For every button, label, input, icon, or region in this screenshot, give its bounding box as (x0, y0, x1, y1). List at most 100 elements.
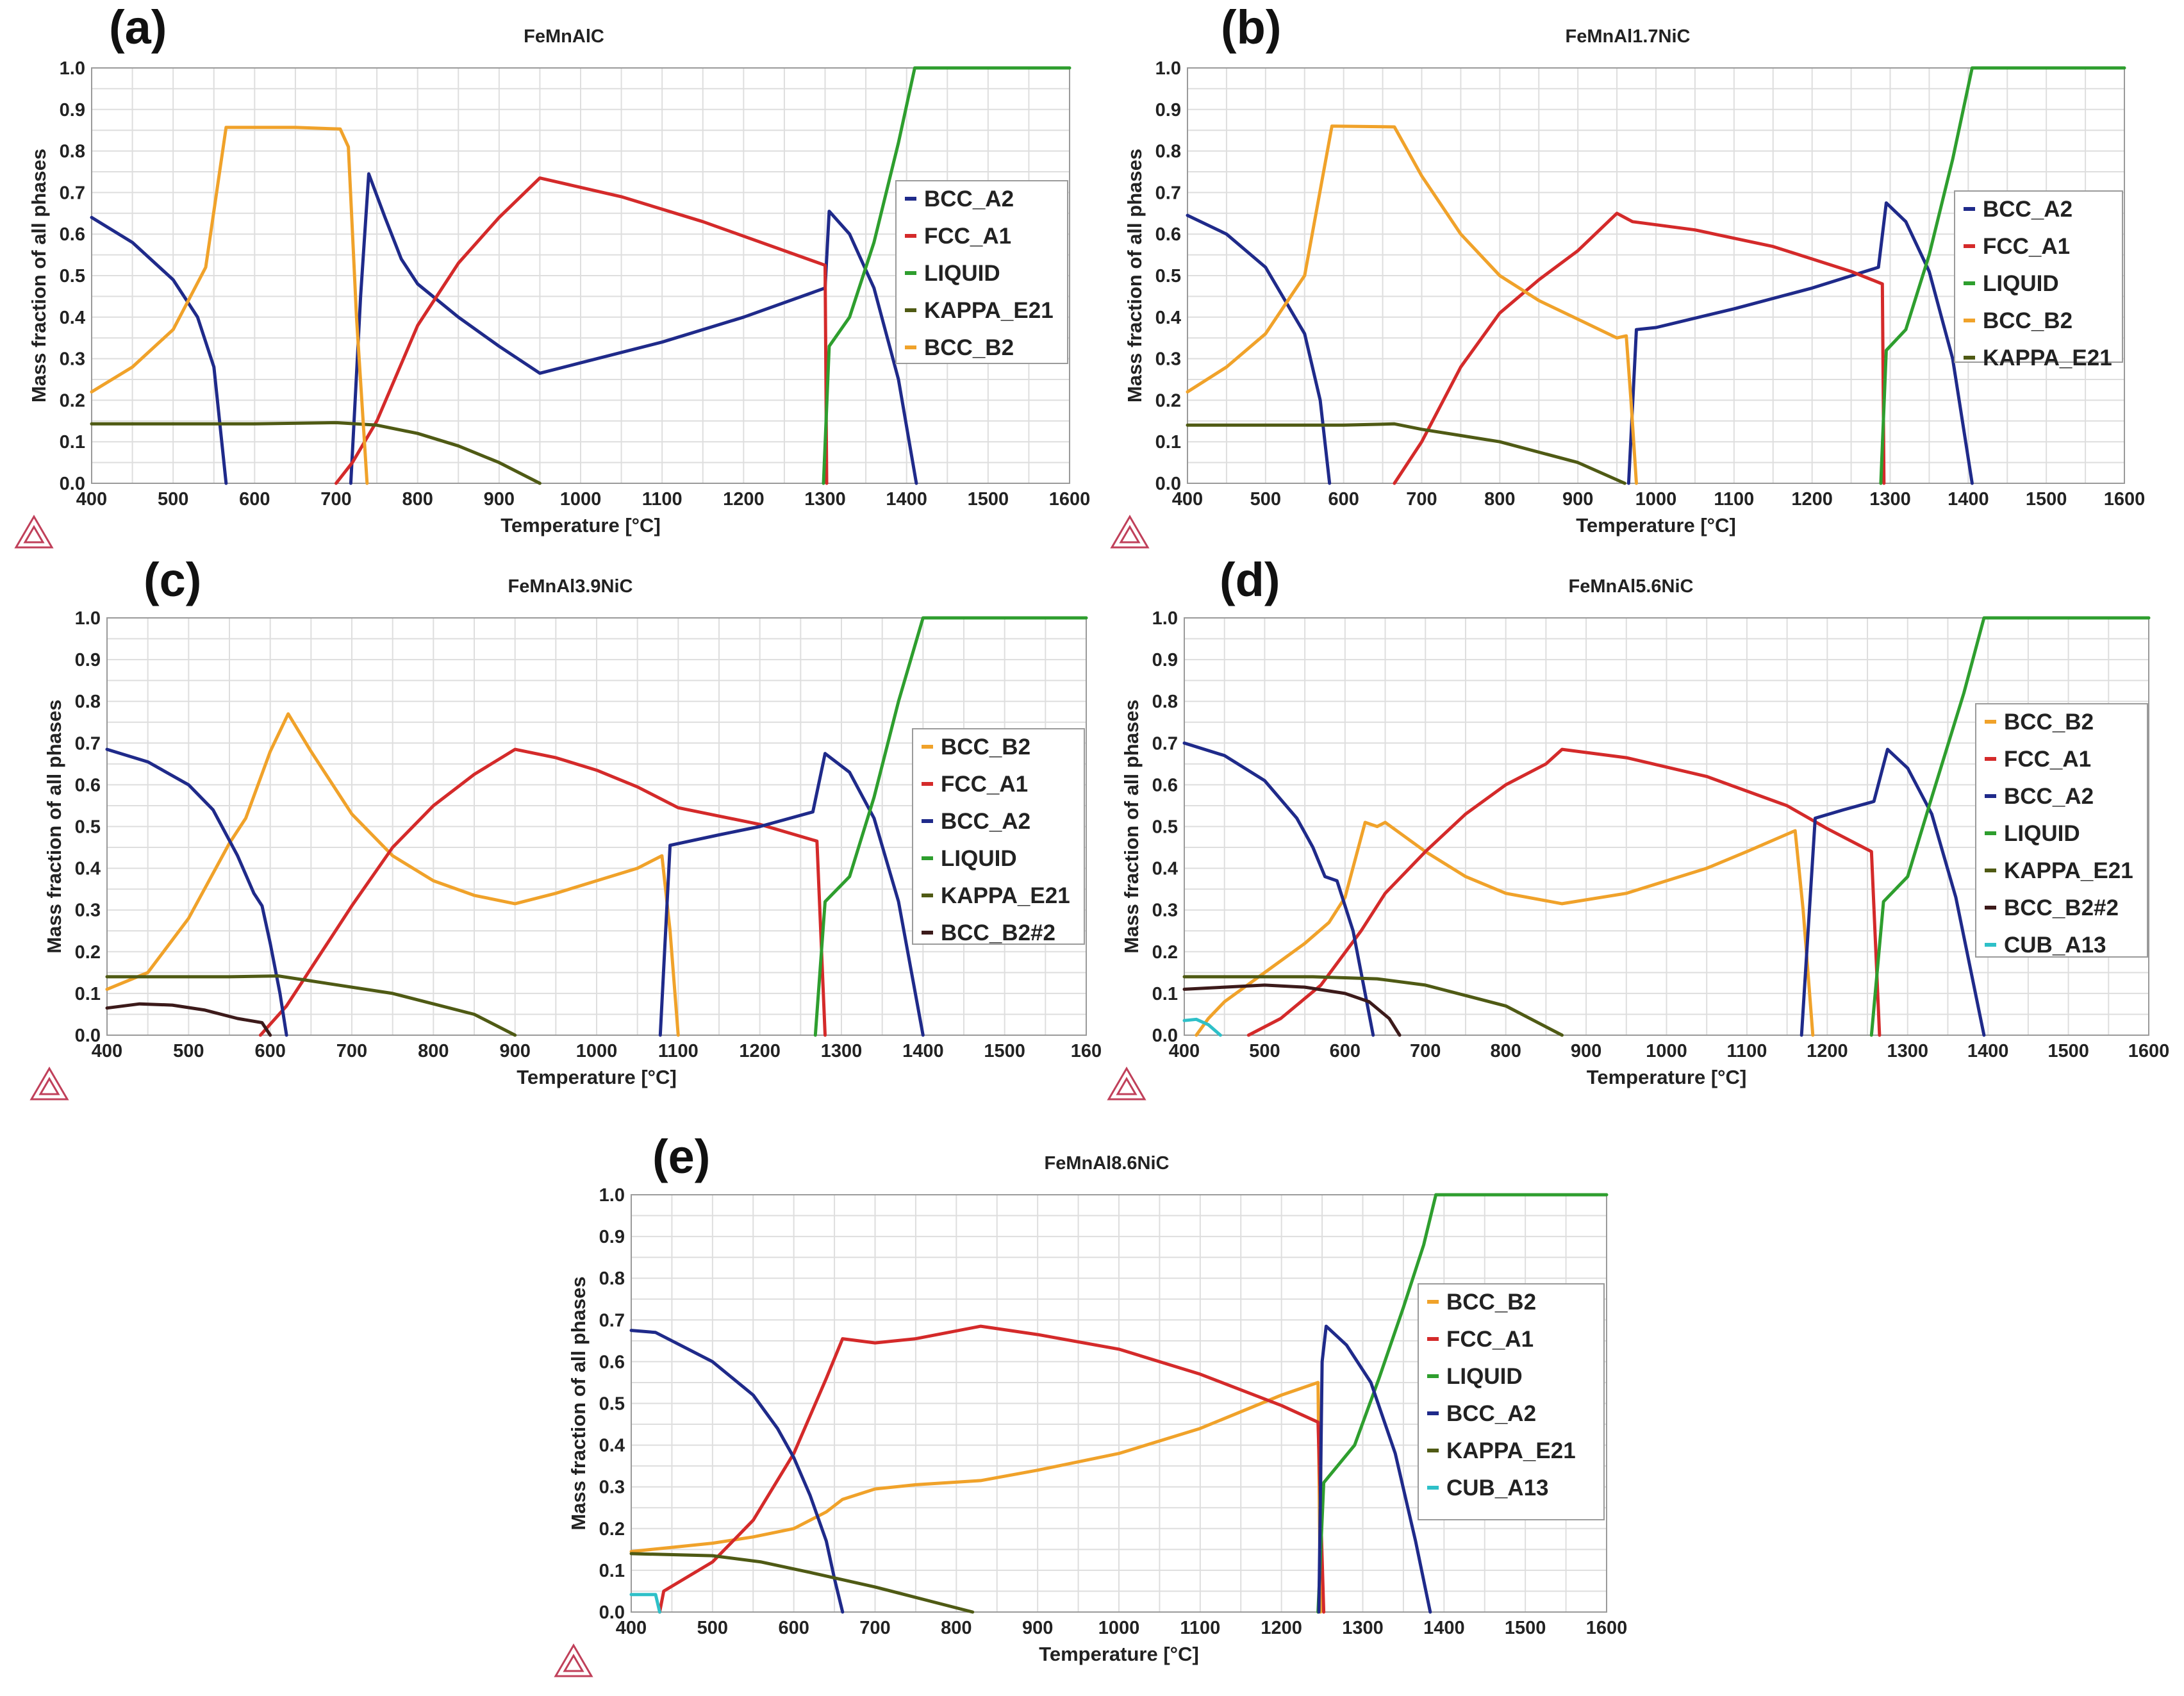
x-tick-label: 400 (76, 489, 107, 510)
legend-box (1418, 1283, 1605, 1520)
x-tick-label: 400 (1172, 489, 1203, 510)
panel-label: (e) (652, 1130, 710, 1183)
plot-area-frame (631, 1194, 1607, 1613)
series-line-liquid (1869, 616, 2151, 1037)
series-line-bcc-a2 (1626, 201, 1974, 485)
y-tick-label: 0.3 (60, 349, 85, 370)
y-tick-label: 0.6 (75, 775, 101, 795)
x-tick-label: 400 (92, 1041, 122, 1061)
x-tick-label: 700 (1410, 1041, 1441, 1061)
y-tick-label: 0.7 (1152, 733, 1178, 754)
triangle-logo-icon (554, 1643, 593, 1677)
legend-entry: BCC_B2 (941, 735, 1030, 760)
x-tick-label: 900 (484, 489, 515, 510)
x-tick-label: 400 (616, 1618, 647, 1638)
y-axis-label: Mass fraction of all phases (567, 1276, 590, 1530)
y-tick-label: 0.8 (1152, 692, 1178, 712)
series-line-liquid (813, 616, 1088, 1037)
legend-box (1975, 703, 2148, 958)
x-tick-label: 900 (1562, 489, 1593, 510)
x-tick-label: 500 (1249, 1041, 1280, 1061)
y-tick-label: 1.0 (1152, 608, 1178, 629)
y-tick-label: 0.0 (75, 1026, 101, 1046)
chart-panel-5: (e) FeMnAl8.6NiC 400 500 600 700 800 900 1000 110… (554, 1130, 1628, 1677)
x-tick-label: 500 (173, 1041, 204, 1061)
legend-entry: LIQUID (941, 846, 1017, 871)
x-tick-label: 400 (1169, 1041, 1200, 1061)
y-tick-label: 0.4 (1152, 859, 1178, 879)
series-line-kappa-e21 (105, 974, 517, 1037)
y-tick-label: 0.0 (1152, 1026, 1178, 1046)
chart-title: FeMnAl8.6NiC (1045, 1153, 1170, 1174)
chart-panel-1: (a) FeMnAlC 400 500 600 700 800 900 1000 1100 1200… (14, 1, 1091, 549)
x-tick-label: 800 (418, 1041, 449, 1061)
x-tick-label: 1300 (804, 489, 846, 510)
x-tick-label: 1000 (1098, 1618, 1140, 1638)
x-tick-label: 700 (859, 1618, 890, 1638)
x-tick-label: 1100 (658, 1041, 699, 1061)
y-tick-label: 0.6 (60, 224, 85, 245)
x-tick-label: 1400 (1423, 1618, 1465, 1638)
y-tick-label: 0.0 (60, 474, 85, 494)
y-tick-label: 0.5 (1155, 266, 1181, 287)
y-tick-label: 0.9 (60, 100, 85, 121)
x-tick-label: 600 (778, 1618, 809, 1638)
chart-panel-3: (c) FeMnAl3.9NiC 400 500 600 700 800 900 1000 110… (29, 553, 1102, 1101)
x-tick-label: 900 (499, 1041, 530, 1061)
x-tick-label: 160 (1071, 1041, 1102, 1061)
series-line-bcc-a2 (1186, 213, 1332, 485)
series-line-bcc-b2 (1186, 124, 1638, 485)
x-tick-label: 600 (239, 489, 270, 510)
legend-entry: FCC_A1 (924, 224, 1011, 249)
y-tick-label: 0.4 (1155, 308, 1181, 328)
y-tick-label: 0.2 (1155, 390, 1181, 411)
x-tick-label: 1600 (2128, 1041, 2170, 1061)
chart-panel-4: (d) FeMnAl5.6NiC 400 500 600 700 800 900 1000 110… (1107, 553, 2170, 1101)
x-tick-label: 1600 (2104, 489, 2146, 510)
panel-label: (a) (109, 1, 167, 54)
y-tick-label: 0.3 (599, 1477, 625, 1498)
x-tick-label: 1600 (1586, 1618, 1628, 1638)
y-tick-label: 0.3 (1155, 349, 1181, 370)
y-tick-label: 0.6 (1155, 224, 1181, 245)
y-tick-label: 0.7 (60, 183, 85, 203)
x-tick-label: 800 (1490, 1041, 1521, 1061)
x-tick-label: 1600 (1049, 489, 1091, 510)
triangle-logo-icon (29, 1067, 69, 1101)
x-tick-label: 1000 (1646, 1041, 1687, 1061)
x-tick-label: 500 (1250, 489, 1281, 510)
plot-area-frame (1187, 67, 2125, 484)
x-tick-label: 1300 (1869, 489, 1911, 510)
series-line-bcc-b2 (629, 1381, 1322, 1614)
x-tick-label: 700 (1406, 489, 1437, 510)
chart-title: FeMnAl3.9NiC (508, 576, 633, 597)
legend-entry: BCC_A2 (2004, 784, 2094, 809)
series-line-bcc-b2 (1195, 820, 1815, 1037)
x-tick-label: 1400 (886, 489, 927, 510)
x-tick-label: 800 (1484, 489, 1515, 510)
y-tick-label: 0.2 (60, 390, 85, 411)
y-tick-label: 0.7 (75, 733, 101, 754)
y-tick-label: 0.1 (1155, 432, 1181, 453)
triangle-logo-icon (1107, 1067, 1146, 1101)
series-line-bcc-a2 (658, 752, 925, 1037)
panel-label: (b) (1221, 1, 1282, 54)
x-tick-label: 1200 (1791, 489, 1833, 510)
series-line-bcc-a2 (105, 747, 288, 1037)
x-tick-label: 600 (1328, 489, 1359, 510)
y-tick-label: 0.1 (75, 984, 101, 1004)
y-tick-label: 0.4 (60, 308, 85, 328)
series-line-fcc-a1 (335, 176, 829, 485)
x-tick-label: 1100 (642, 489, 682, 510)
chart-title: FeMnAl5.6NiC (1569, 576, 1694, 597)
x-tick-label: 1400 (1967, 1041, 2009, 1061)
y-tick-label: 0.9 (75, 650, 101, 670)
legend-entry: BCC_A2 (924, 187, 1014, 212)
x-tick-label: 1000 (1635, 489, 1677, 510)
x-tick-label: 1200 (1807, 1041, 1848, 1061)
legend-entry: BCC_B2#2 (2004, 895, 2119, 920)
y-tick-label: 0.7 (599, 1310, 625, 1331)
series-line-bcc-b2-2 (1182, 983, 1402, 1037)
y-tick-label: 0.2 (1152, 942, 1178, 963)
